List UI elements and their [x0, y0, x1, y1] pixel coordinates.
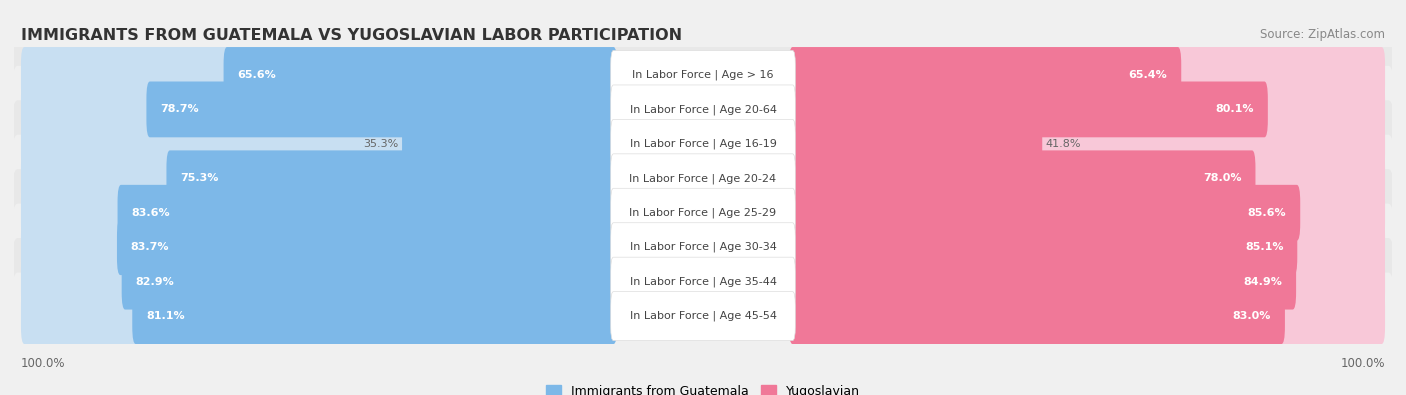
- Text: In Labor Force | Age 25-29: In Labor Force | Age 25-29: [630, 207, 776, 218]
- FancyBboxPatch shape: [132, 288, 617, 344]
- FancyBboxPatch shape: [789, 254, 1385, 310]
- Text: 83.6%: 83.6%: [131, 208, 170, 218]
- Text: 78.0%: 78.0%: [1204, 173, 1241, 183]
- FancyBboxPatch shape: [13, 203, 1393, 291]
- Text: 85.1%: 85.1%: [1244, 242, 1284, 252]
- Text: 85.6%: 85.6%: [1247, 208, 1286, 218]
- Text: In Labor Force | Age 45-54: In Labor Force | Age 45-54: [630, 311, 776, 322]
- FancyBboxPatch shape: [21, 254, 617, 310]
- Text: In Labor Force | Age > 16: In Labor Force | Age > 16: [633, 70, 773, 80]
- Text: 35.3%: 35.3%: [363, 139, 399, 149]
- FancyBboxPatch shape: [789, 185, 1385, 241]
- Text: 78.7%: 78.7%: [160, 104, 198, 115]
- FancyBboxPatch shape: [610, 51, 796, 100]
- FancyBboxPatch shape: [13, 66, 1393, 153]
- Text: In Labor Force | Age 16-19: In Labor Force | Age 16-19: [630, 139, 776, 149]
- FancyBboxPatch shape: [610, 188, 796, 237]
- FancyBboxPatch shape: [13, 100, 1393, 188]
- Text: 84.9%: 84.9%: [1243, 276, 1282, 287]
- Text: 65.6%: 65.6%: [238, 70, 276, 80]
- FancyBboxPatch shape: [117, 219, 617, 275]
- Text: 100.0%: 100.0%: [1340, 357, 1385, 371]
- FancyBboxPatch shape: [789, 150, 1385, 206]
- FancyBboxPatch shape: [13, 31, 1393, 118]
- FancyBboxPatch shape: [789, 81, 1385, 137]
- FancyBboxPatch shape: [789, 81, 1268, 137]
- FancyBboxPatch shape: [21, 81, 617, 137]
- FancyBboxPatch shape: [610, 154, 796, 203]
- FancyBboxPatch shape: [21, 47, 617, 103]
- FancyBboxPatch shape: [610, 119, 796, 168]
- FancyBboxPatch shape: [789, 219, 1298, 275]
- Text: 75.3%: 75.3%: [180, 173, 218, 183]
- Text: 82.9%: 82.9%: [135, 276, 174, 287]
- Legend: Immigrants from Guatemala, Yugoslavian: Immigrants from Guatemala, Yugoslavian: [541, 380, 865, 395]
- FancyBboxPatch shape: [21, 116, 617, 172]
- Text: 83.0%: 83.0%: [1233, 311, 1271, 321]
- FancyBboxPatch shape: [13, 169, 1393, 256]
- FancyBboxPatch shape: [789, 116, 1385, 172]
- Text: Source: ZipAtlas.com: Source: ZipAtlas.com: [1260, 28, 1385, 41]
- Text: 100.0%: 100.0%: [21, 357, 66, 371]
- FancyBboxPatch shape: [118, 185, 617, 241]
- FancyBboxPatch shape: [789, 185, 1301, 241]
- FancyBboxPatch shape: [789, 47, 1181, 103]
- Text: 41.8%: 41.8%: [1046, 139, 1081, 149]
- Text: IMMIGRANTS FROM GUATEMALA VS YUGOSLAVIAN LABOR PARTICIPATION: IMMIGRANTS FROM GUATEMALA VS YUGOSLAVIAN…: [21, 28, 682, 43]
- FancyBboxPatch shape: [122, 254, 617, 310]
- Text: 81.1%: 81.1%: [146, 311, 184, 321]
- FancyBboxPatch shape: [224, 47, 617, 103]
- FancyBboxPatch shape: [402, 116, 617, 172]
- FancyBboxPatch shape: [789, 254, 1296, 310]
- Text: In Labor Force | Age 20-64: In Labor Force | Age 20-64: [630, 104, 776, 115]
- Text: In Labor Force | Age 30-34: In Labor Force | Age 30-34: [630, 242, 776, 252]
- FancyBboxPatch shape: [610, 257, 796, 306]
- FancyBboxPatch shape: [610, 85, 796, 134]
- FancyBboxPatch shape: [789, 219, 1385, 275]
- Text: In Labor Force | Age 20-24: In Labor Force | Age 20-24: [630, 173, 776, 184]
- FancyBboxPatch shape: [13, 273, 1393, 360]
- Text: 65.4%: 65.4%: [1129, 70, 1167, 80]
- FancyBboxPatch shape: [21, 150, 617, 206]
- FancyBboxPatch shape: [789, 116, 1042, 172]
- FancyBboxPatch shape: [610, 292, 796, 340]
- FancyBboxPatch shape: [21, 185, 617, 241]
- FancyBboxPatch shape: [13, 135, 1393, 222]
- FancyBboxPatch shape: [146, 81, 617, 137]
- FancyBboxPatch shape: [21, 288, 617, 344]
- FancyBboxPatch shape: [789, 150, 1256, 206]
- FancyBboxPatch shape: [789, 47, 1385, 103]
- Text: In Labor Force | Age 35-44: In Labor Force | Age 35-44: [630, 276, 776, 287]
- Text: 80.1%: 80.1%: [1216, 104, 1254, 115]
- FancyBboxPatch shape: [610, 223, 796, 272]
- FancyBboxPatch shape: [166, 150, 617, 206]
- FancyBboxPatch shape: [21, 219, 617, 275]
- Text: 83.7%: 83.7%: [131, 242, 169, 252]
- FancyBboxPatch shape: [789, 288, 1385, 344]
- FancyBboxPatch shape: [13, 238, 1393, 325]
- FancyBboxPatch shape: [789, 288, 1285, 344]
